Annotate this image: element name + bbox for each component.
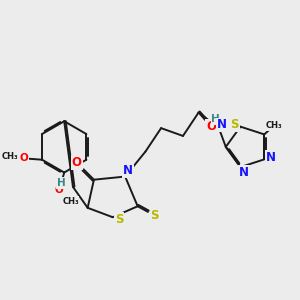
Text: CH₃: CH₃ (2, 152, 19, 161)
Text: S: S (115, 213, 123, 226)
Text: O: O (72, 156, 82, 169)
Text: O: O (20, 153, 28, 163)
Text: O: O (54, 185, 63, 195)
Text: S: S (151, 209, 159, 222)
Text: H: H (57, 178, 65, 188)
Text: N: N (123, 164, 133, 177)
Text: S: S (231, 118, 239, 131)
Text: N: N (217, 118, 227, 131)
Text: O: O (206, 120, 216, 133)
Text: CH₃: CH₃ (62, 197, 79, 206)
Text: N: N (266, 151, 276, 164)
Text: N: N (238, 166, 249, 179)
Text: CH₃: CH₃ (265, 121, 282, 130)
Text: H: H (212, 114, 220, 124)
